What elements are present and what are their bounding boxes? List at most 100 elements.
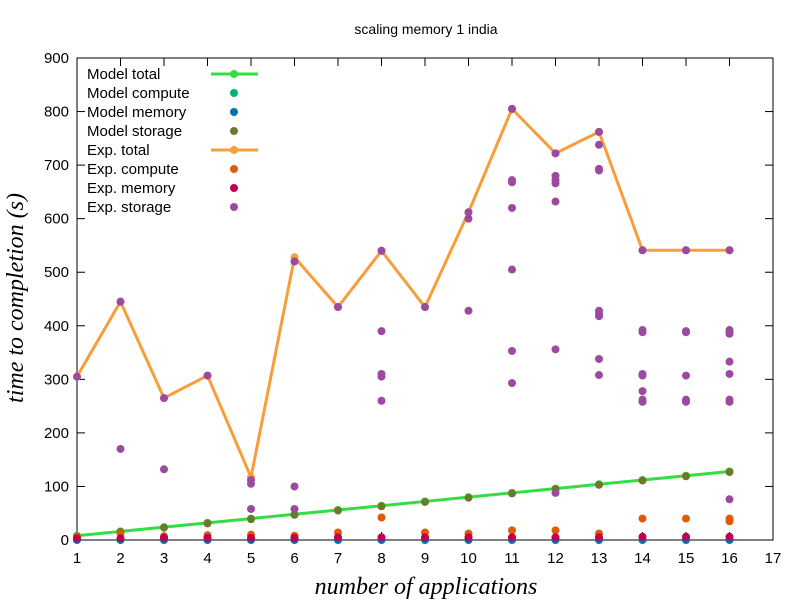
- series-line: [75, 107, 730, 479]
- data-point: [725, 495, 734, 504]
- y-axis-label: time to completion (s): [3, 193, 29, 403]
- legend-label: Exp. storage: [87, 199, 171, 216]
- x-tick-label: 13: [591, 550, 608, 567]
- data-point: [682, 514, 690, 523]
- data-point: [421, 497, 429, 506]
- series-0: [73, 467, 734, 540]
- data-point: [638, 371, 647, 380]
- data-point: [290, 482, 299, 491]
- legend-label: Model compute: [87, 85, 190, 102]
- data-point: [638, 514, 647, 523]
- x-tick-label: 14: [634, 550, 651, 567]
- x-tick-label: 4: [203, 550, 211, 567]
- data-point: [725, 246, 734, 255]
- data-point: [508, 379, 516, 388]
- series-line: [76, 469, 730, 538]
- data-point: [464, 493, 473, 502]
- data-point: [682, 246, 690, 255]
- data-point: [377, 327, 386, 336]
- data-point: [682, 397, 690, 406]
- data-point: [421, 533, 429, 542]
- x-tick-label: 17: [765, 550, 782, 567]
- data-point: [638, 476, 647, 485]
- y-tick-label: 400: [44, 318, 69, 335]
- data-point: [290, 257, 299, 266]
- data-point: [464, 214, 473, 223]
- legend-marker: [230, 203, 238, 211]
- data-point: [334, 533, 342, 542]
- y-tick-label: 600: [44, 211, 69, 228]
- data-point: [508, 346, 516, 355]
- y-tick-label: 700: [44, 157, 69, 174]
- data-point: [725, 517, 734, 526]
- data-point: [725, 369, 734, 378]
- data-point: [638, 532, 647, 541]
- data-point: [551, 345, 560, 354]
- data-point: [334, 506, 342, 515]
- legend-label: Model memory: [87, 104, 187, 121]
- x-tick-label: 8: [377, 550, 385, 567]
- data-point: [334, 303, 342, 312]
- legend-marker: [230, 127, 238, 135]
- legend-marker: [230, 70, 238, 78]
- data-point: [725, 532, 734, 541]
- y-tick-label: 300: [44, 371, 69, 388]
- x-tick-label: 2: [116, 550, 124, 567]
- x-tick-label: 6: [290, 550, 298, 567]
- data-point: [464, 208, 473, 217]
- x-tick-label: 3: [160, 550, 168, 567]
- data-point: [464, 306, 473, 315]
- x-tick-label: 16: [721, 550, 738, 567]
- data-point: [725, 329, 734, 338]
- data-point: [725, 467, 734, 476]
- data-point: [464, 533, 473, 542]
- data-point: [377, 396, 386, 405]
- data-point: [377, 372, 386, 381]
- data-point: [290, 510, 299, 519]
- data-point: [421, 303, 429, 312]
- data-point: [682, 532, 690, 541]
- data-point: [160, 533, 168, 542]
- y-tick-label: 800: [44, 104, 69, 121]
- y-tick-label: 200: [44, 425, 69, 442]
- data-point: [290, 533, 299, 542]
- data-point: [551, 149, 560, 158]
- data-point: [508, 203, 516, 212]
- data-point: [595, 140, 603, 149]
- data-point: [508, 104, 516, 113]
- data-point: [682, 328, 690, 337]
- data-point: [638, 397, 647, 406]
- data-point: [551, 488, 560, 497]
- data-point: [595, 312, 603, 321]
- data-point: [73, 534, 81, 543]
- data-point: [638, 387, 647, 396]
- x-tick-label: 7: [334, 550, 342, 567]
- x-tick-label: 1: [73, 550, 81, 567]
- data-point: [508, 265, 516, 274]
- data-point: [508, 178, 516, 187]
- data-point: [377, 246, 386, 255]
- data-point: [682, 371, 690, 380]
- x-axis-label: number of applications: [315, 574, 538, 600]
- y-axis: 0 100 200 300 400 500 600 700 800 900: [44, 50, 773, 549]
- data-point: [377, 502, 386, 511]
- data-point: [203, 371, 212, 380]
- x-tick-label: 12: [547, 550, 564, 567]
- x-tick-label: 5: [247, 550, 255, 567]
- data-point: [725, 357, 734, 366]
- data-point: [595, 480, 603, 489]
- data-point: [116, 444, 125, 453]
- data-point: [508, 489, 516, 498]
- data-point: [551, 526, 560, 535]
- legend-label: Exp. compute: [87, 161, 179, 178]
- data-point: [595, 533, 603, 542]
- legend-marker: [230, 184, 238, 192]
- data-point: [551, 179, 560, 188]
- legend-label: Exp. memory: [87, 180, 176, 197]
- y-tick-label: 100: [44, 478, 69, 495]
- data-point: [203, 533, 212, 542]
- legend: Model total Model compute Model memory Mode…: [87, 66, 258, 216]
- x-tick-label: 9: [421, 550, 429, 567]
- legend-label: Model storage: [87, 123, 182, 140]
- data-point: [247, 533, 255, 542]
